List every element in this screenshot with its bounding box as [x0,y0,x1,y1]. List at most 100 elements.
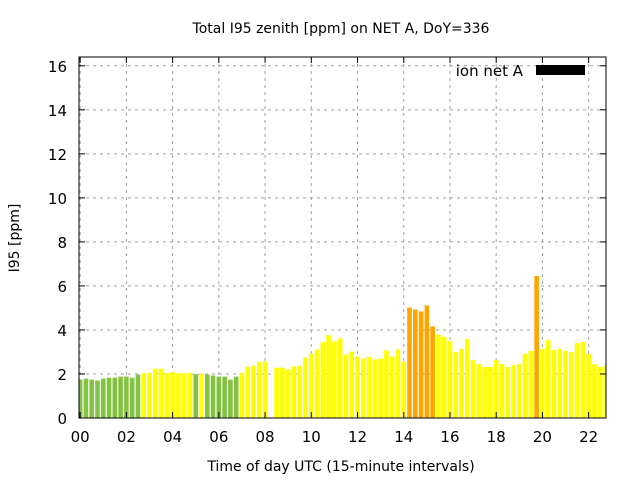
bar [233,376,239,418]
legend-label: ion net A [456,62,524,80]
y-tick-label: 8 [57,234,67,252]
bar [256,361,262,418]
bar [245,366,251,418]
bar [412,309,418,418]
bar [285,369,291,418]
bar [291,366,297,418]
bar [216,376,222,418]
legend: ion net A [456,62,585,80]
bar [262,361,268,418]
bar [193,374,199,418]
bar [372,359,378,418]
bar [603,366,606,418]
bar [493,359,499,418]
bar [378,358,383,418]
bar [384,350,389,418]
bar [476,364,482,418]
bar [332,341,337,418]
bar [545,339,551,418]
bar [470,359,476,418]
bar [79,379,83,418]
bar [580,342,586,418]
x-tick-label: 22 [579,428,598,446]
x-tick-label: 12 [348,428,367,446]
bar [540,348,545,418]
bar [326,335,331,418]
bar [239,372,245,418]
bar [349,351,355,418]
bar [528,350,534,418]
y-axis-title: I95 [ppm] [7,204,23,273]
y-tick-label: 10 [48,190,67,208]
x-tick-label: 00 [71,428,90,446]
bar [505,366,511,418]
bar [158,368,164,418]
bar [563,350,568,418]
bar [83,378,89,418]
bar [176,373,181,418]
bar [314,349,320,418]
y-tick-label: 14 [48,102,67,120]
bar [251,365,256,418]
bar [135,374,141,418]
y-tick-label: 4 [57,322,67,340]
x-tick-label: 04 [163,428,182,446]
bar [436,334,441,418]
bar [355,356,360,418]
bar [222,376,227,418]
y-tick-label: 12 [48,146,67,164]
bar [459,348,464,418]
bar [308,353,314,418]
x-tick-label: 06 [209,428,228,446]
bar [100,378,106,418]
y-tick-label: 0 [57,410,67,428]
legend-swatch [536,65,585,75]
x-tick-label: 08 [256,428,275,446]
plot-frame [78,56,607,419]
bar [551,349,557,418]
bar [112,377,118,418]
bar [395,349,401,418]
bar [465,338,470,418]
bar [147,372,152,418]
bar [274,367,279,418]
bar [337,338,343,418]
bars [79,276,606,418]
x-tick-labels: 00 02 04 06 08 10 12 14 16 18 20 22 [71,428,599,446]
bar [297,365,303,418]
bar [592,364,597,418]
bar [401,361,407,418]
bar [181,373,187,418]
x-tick-label: 02 [117,428,136,446]
bar [106,377,112,418]
bar [569,351,574,418]
bar [499,364,505,418]
bar [389,356,395,418]
x-tick-label: 20 [533,428,552,446]
bar [228,379,233,418]
bar [418,311,424,418]
bar [170,372,175,418]
bar [482,366,487,418]
bar [424,305,430,418]
bar [320,342,326,418]
bar [557,348,563,418]
bar [343,354,349,418]
bar [204,374,210,418]
bar [89,379,95,418]
bar [303,357,308,418]
bar [430,326,435,418]
bar [164,372,170,418]
x-tick-label: 18 [487,428,506,446]
bar [118,376,123,418]
bar [199,373,204,418]
chart-title: Total I95 zenith [ppm] on NET A, DoY=336 [192,21,490,37]
bar [586,353,591,418]
bar [534,276,539,418]
bar [129,377,135,418]
bar [517,364,522,418]
bar [522,353,528,418]
bar [407,307,412,418]
